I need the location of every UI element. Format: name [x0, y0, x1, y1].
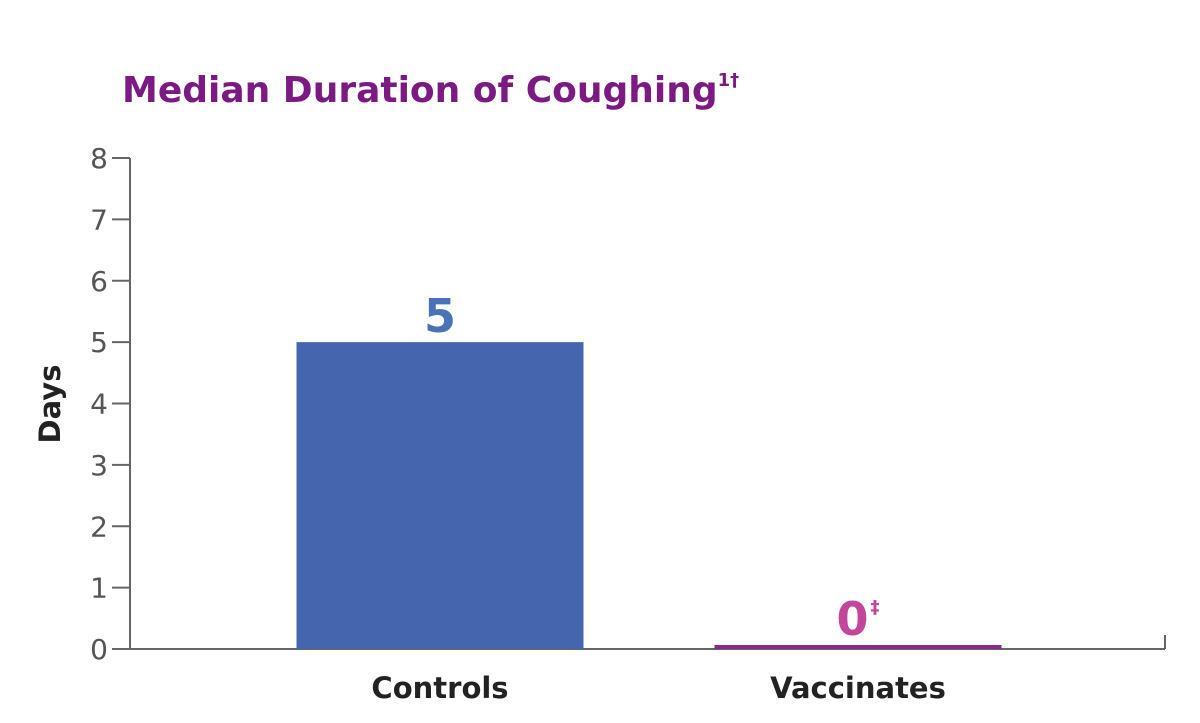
bar-vaccinates — [714, 645, 1002, 649]
y-axis-ticks: 0 1 2 3 4 5 6 7 8 — [90, 142, 130, 666]
chart-title: Median Duration of Coughing1† — [122, 70, 739, 111]
category-label-controls: Controls — [371, 671, 508, 705]
y-tick-label: 8 — [90, 142, 108, 175]
category-labels: Controls Vaccinates — [371, 671, 945, 705]
y-tick-label: 4 — [90, 388, 108, 421]
y-tick-label: 5 — [90, 326, 108, 359]
data-label-vaccinates: 0 ‡ — [836, 592, 879, 646]
y-tick-label: 3 — [90, 449, 108, 482]
chart-title-text: Median Duration of Coughing — [122, 70, 718, 111]
y-tick-label: 7 — [90, 203, 108, 236]
y-tick-label: 2 — [90, 510, 108, 543]
y-tick-label: 1 — [90, 572, 108, 605]
data-label-controls: 5 — [424, 289, 456, 343]
y-tick-label: 0 — [90, 633, 108, 666]
data-labels: 5 0 ‡ — [424, 289, 880, 646]
bar-controls — [296, 342, 584, 649]
chart-title-superscript: 1† — [718, 70, 740, 91]
category-label-vaccinates: Vaccinates — [770, 671, 946, 705]
y-tick-label: 6 — [90, 265, 108, 298]
y-axis-label: Days — [33, 365, 67, 444]
bars — [296, 342, 1002, 649]
